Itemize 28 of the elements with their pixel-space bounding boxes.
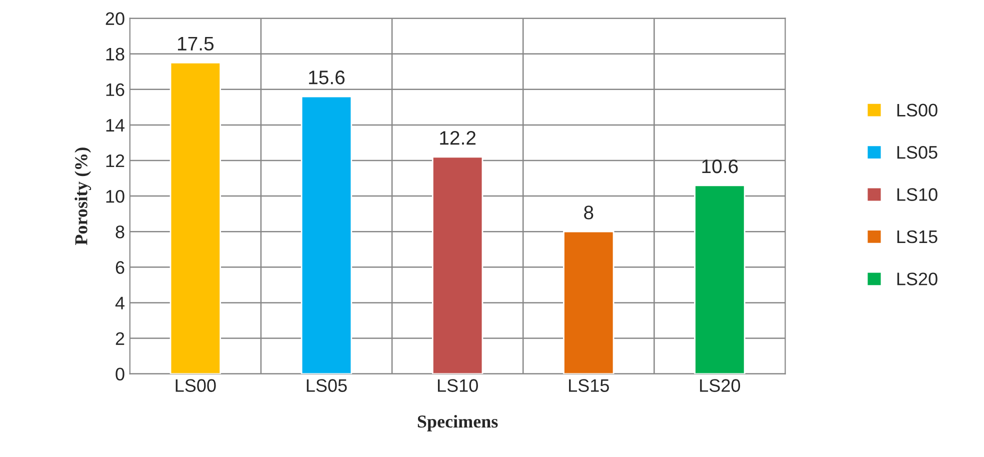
x-axis-title: Specimens xyxy=(418,414,498,432)
x-tick-label: LS20 xyxy=(700,379,740,392)
legend-label: LS20 xyxy=(897,272,938,286)
legend-label: LS00 xyxy=(897,104,938,117)
x-tick-label: LS15 xyxy=(569,379,609,392)
legend-label: LS05 xyxy=(897,146,938,159)
y-tick-label: 12 xyxy=(106,154,124,168)
data-label: 12.2 xyxy=(440,130,476,145)
x-tick-label: LS00 xyxy=(176,379,216,392)
y-tick-label: 8 xyxy=(116,226,124,238)
data-label: 10.6 xyxy=(702,159,738,174)
y-tick-label: 20 xyxy=(106,12,124,25)
y-tick-label: 18 xyxy=(106,48,124,61)
y-tick-label: 16 xyxy=(106,83,124,96)
y-axis-title: Porosity (%) xyxy=(74,148,92,245)
y-tick-label: 2 xyxy=(116,332,124,345)
y-tick-label: 4 xyxy=(115,296,124,310)
data-label: 8 xyxy=(584,206,594,220)
y-tick-label: 6 xyxy=(116,261,124,274)
y-tick-label: 14 xyxy=(106,119,124,132)
y-tick-label: 10 xyxy=(106,190,124,203)
x-tick-label: LS10 xyxy=(438,379,478,392)
y-tick-label: 0 xyxy=(116,368,124,381)
data-label: 15.6 xyxy=(309,70,345,84)
legend-label: LS10 xyxy=(897,188,938,201)
legend-label: LS15 xyxy=(897,230,938,244)
data-label: 17.5 xyxy=(178,36,214,51)
x-tick-label: LS05 xyxy=(306,379,347,392)
